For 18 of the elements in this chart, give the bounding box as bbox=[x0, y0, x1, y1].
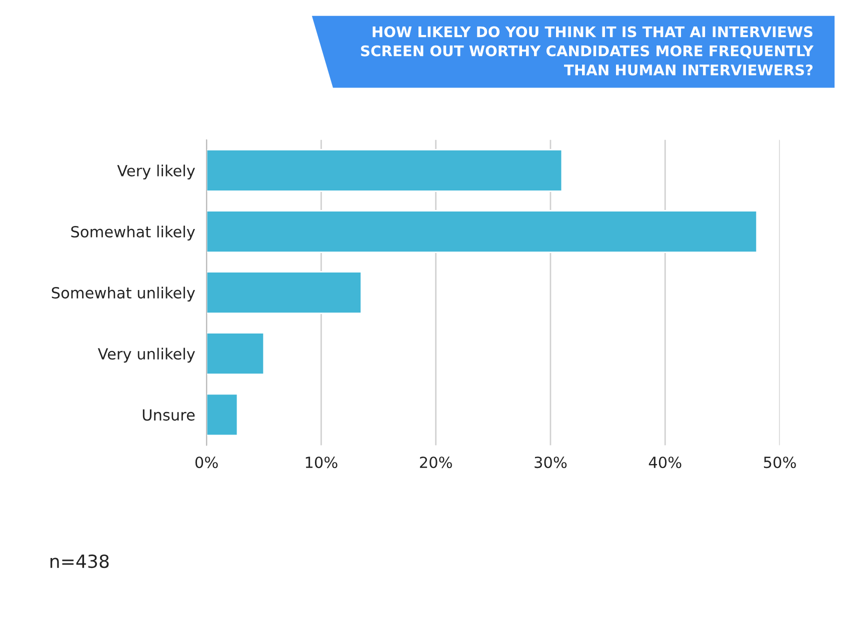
bar bbox=[206, 210, 758, 253]
bar bbox=[206, 332, 265, 376]
chart-title: HOW LIKELY DO YOU THINK IT IS THAT AI INTERVIEWS SCREEN OUT WORTHY CANDIDATES MORE FREQUENTLY THAN HUMAN INTERVIEWERS? bbox=[361, 26, 814, 76]
bar bbox=[206, 393, 238, 436]
y-tick-label: Unsure bbox=[142, 409, 195, 421]
x-tick-label: 0% bbox=[195, 456, 218, 468]
x-tick-label: 40% bbox=[648, 456, 682, 468]
y-tick-label: Very unlikely bbox=[98, 348, 195, 363]
bar bbox=[206, 148, 563, 192]
x-tick-label: 10% bbox=[306, 456, 338, 468]
y-tick-label: Somewhat unlikely bbox=[52, 286, 195, 302]
y-tick-label: Very likely bbox=[117, 164, 195, 180]
y-tick-label: Somewhat likely bbox=[71, 226, 195, 240]
x-tick-label: 20% bbox=[420, 456, 452, 468]
x-tick-label: 50% bbox=[764, 456, 796, 468]
x-tick-label: 30% bbox=[534, 456, 567, 468]
bar bbox=[206, 271, 362, 314]
text: n=438 bbox=[50, 554, 109, 568]
